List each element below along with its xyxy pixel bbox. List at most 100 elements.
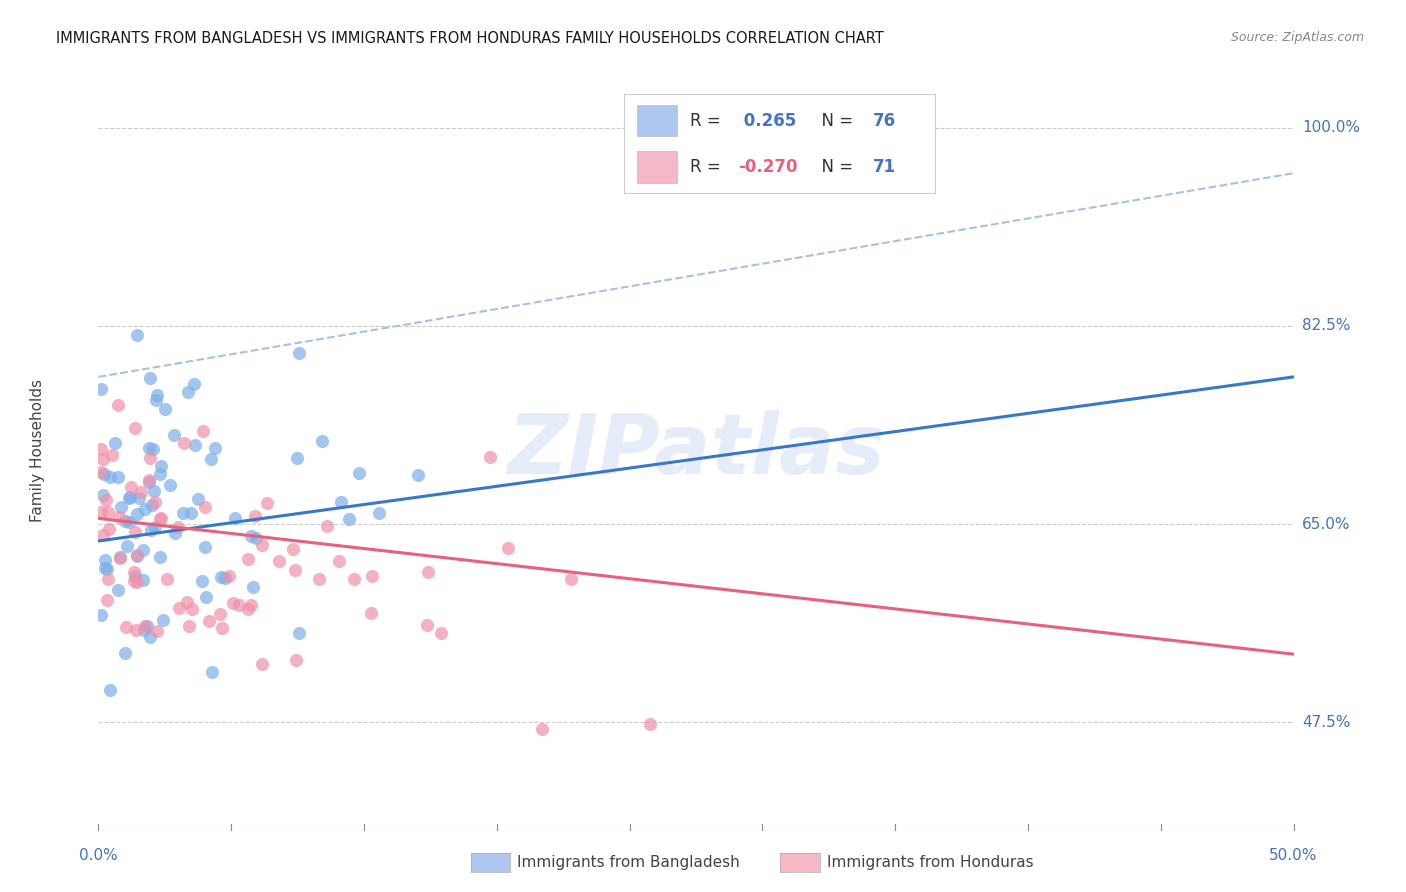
Point	[122, 574, 145, 588]
Point	[139, 370, 162, 384]
Point	[107, 398, 129, 412]
Point	[110, 500, 132, 515]
Point	[149, 459, 172, 474]
Point	[181, 602, 204, 616]
Point	[238, 602, 260, 616]
Point	[530, 722, 553, 736]
Point	[214, 571, 236, 585]
Point	[125, 623, 148, 637]
Point	[201, 665, 224, 680]
Point	[179, 619, 201, 633]
Point	[125, 549, 148, 564]
Point	[172, 506, 194, 520]
Point	[285, 653, 308, 667]
Point	[132, 574, 155, 588]
Point	[250, 657, 273, 672]
Point	[127, 507, 149, 521]
Point	[145, 624, 167, 638]
Point	[114, 646, 136, 660]
Point	[284, 563, 307, 577]
Point	[288, 626, 311, 640]
Point	[496, 541, 519, 556]
Point	[104, 436, 127, 450]
Point	[96, 493, 118, 508]
Point	[124, 525, 146, 540]
Point	[90, 382, 112, 396]
Point	[143, 520, 166, 534]
Point	[138, 441, 160, 455]
Text: Source: ZipAtlas.com: Source: ZipAtlas.com	[1230, 31, 1364, 45]
Point	[285, 450, 308, 465]
Point	[145, 387, 167, 401]
Point	[416, 565, 439, 579]
Point	[173, 435, 195, 450]
Point	[127, 328, 149, 343]
Point	[328, 554, 350, 568]
Point	[149, 467, 172, 481]
Point	[180, 506, 202, 520]
Point	[118, 491, 141, 506]
Point	[98, 682, 121, 697]
Point	[239, 529, 262, 543]
Point	[311, 434, 333, 448]
Text: 50.0%: 50.0%	[1270, 848, 1317, 863]
Point	[162, 428, 184, 442]
Point	[347, 466, 370, 480]
Point	[183, 376, 205, 391]
Point	[91, 528, 114, 542]
Point	[142, 442, 165, 456]
Point	[198, 615, 221, 629]
Text: Immigrants from Bangladesh: Immigrants from Bangladesh	[517, 855, 740, 870]
Point	[156, 572, 179, 586]
Point	[107, 582, 129, 597]
Point	[122, 566, 145, 580]
Point	[134, 618, 156, 632]
Point	[560, 572, 582, 586]
Point	[115, 539, 138, 553]
Point	[94, 561, 117, 575]
Point	[343, 572, 366, 586]
Point	[337, 512, 360, 526]
Point	[222, 596, 245, 610]
Point	[143, 483, 166, 498]
Point	[101, 448, 124, 462]
Point	[228, 599, 250, 613]
Point	[132, 542, 155, 557]
Point	[150, 511, 173, 525]
Point	[149, 512, 172, 526]
Text: 82.5%: 82.5%	[1302, 318, 1350, 334]
Point	[90, 505, 112, 519]
Point	[139, 630, 162, 644]
Point	[200, 451, 222, 466]
Point	[108, 510, 131, 524]
Point	[90, 442, 112, 456]
Point	[165, 526, 187, 541]
Point	[250, 538, 273, 552]
Point	[406, 468, 429, 483]
Point	[145, 392, 167, 407]
Point	[183, 438, 205, 452]
Point	[243, 509, 266, 524]
Point	[330, 494, 353, 508]
Point	[242, 580, 264, 594]
Point	[107, 469, 129, 483]
Point	[367, 506, 389, 520]
Point	[194, 590, 217, 604]
Point	[134, 502, 156, 516]
Point	[138, 473, 160, 487]
Point	[256, 496, 278, 510]
Point	[239, 598, 262, 612]
Point	[187, 492, 209, 507]
Point	[638, 717, 661, 731]
Point	[124, 569, 146, 583]
Point	[429, 625, 451, 640]
Point	[96, 561, 118, 575]
Point	[96, 593, 118, 607]
Point	[115, 620, 138, 634]
Point	[138, 475, 160, 490]
Point	[478, 450, 501, 465]
Text: 0.0%: 0.0%	[79, 848, 118, 863]
Point	[191, 424, 214, 438]
Text: Immigrants from Honduras: Immigrants from Honduras	[827, 855, 1033, 870]
Point	[209, 607, 232, 622]
